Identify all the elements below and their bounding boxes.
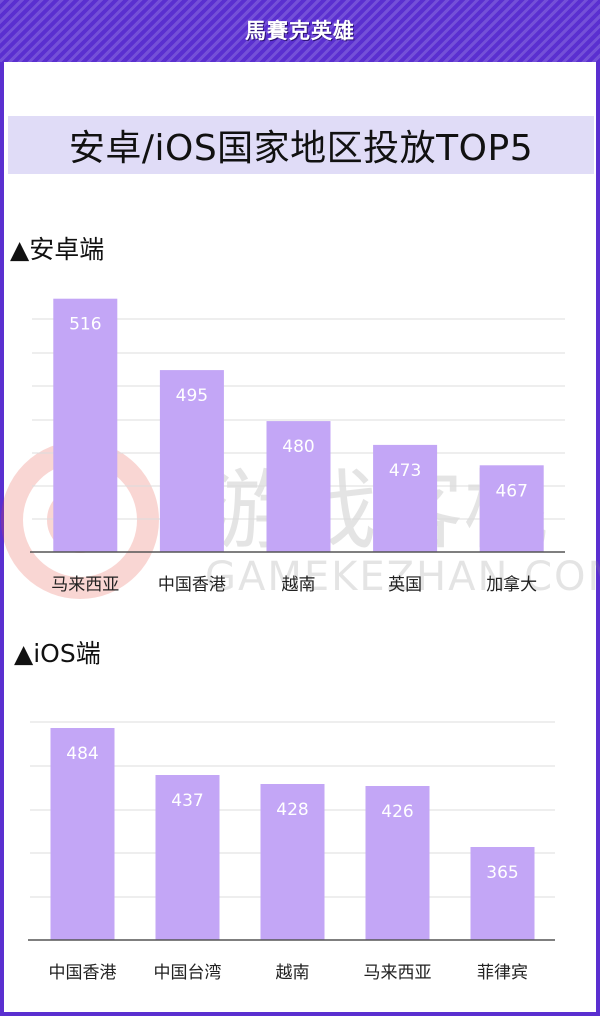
data-label: 426 (381, 802, 413, 822)
bar (373, 444, 438, 552)
bar (479, 465, 544, 552)
data-label: 495 (176, 386, 208, 406)
data-label: 428 (276, 800, 308, 820)
category-label: 加拿大 (486, 574, 537, 595)
bar (365, 786, 430, 940)
data-label: 484 (66, 744, 98, 764)
data-label: 516 (69, 315, 101, 335)
bar (159, 370, 224, 552)
main-title-box: 安卓/iOS国家地区投放TOP5 (8, 116, 594, 174)
category-label: 菲律宾 (477, 963, 528, 983)
bar (260, 784, 325, 940)
category-label: 英国 (388, 575, 422, 595)
bar (266, 421, 331, 552)
category-label: 中国香港 (158, 575, 226, 595)
category-label: 马来西亚 (51, 575, 119, 595)
bar (50, 728, 115, 940)
bar (155, 775, 220, 940)
category-label: 中国台湾 (154, 963, 222, 983)
category-label: 越南 (276, 963, 310, 983)
main-title: 安卓/iOS国家地区投放TOP5 (68, 128, 534, 169)
data-label: 437 (171, 791, 203, 811)
header-banner: 馬賽克英雄 (0, 0, 600, 62)
data-label: 473 (389, 461, 421, 481)
android-section-title: ▲安卓端 (10, 235, 105, 264)
data-label: 467 (495, 481, 527, 501)
header-title: 馬賽克英雄 (245, 19, 355, 43)
bar (53, 298, 118, 552)
category-label: 马来西亚 (364, 963, 432, 983)
data-label: 480 (282, 437, 314, 457)
data-label: 365 (486, 863, 518, 883)
category-label: 中国香港 (49, 963, 117, 983)
ios-section-title: ▲iOS端 (14, 639, 101, 668)
bar (470, 847, 535, 940)
category-label: 越南 (282, 575, 316, 595)
